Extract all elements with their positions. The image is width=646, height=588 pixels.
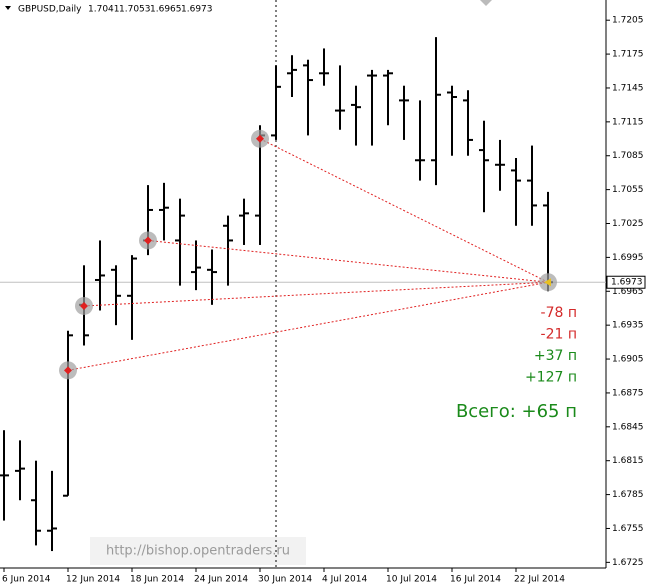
y-tick-label: 1.6785 — [612, 490, 644, 500]
x-tick-label: 24 Jun 2014 — [194, 575, 248, 585]
entry-icon — [64, 366, 72, 375]
x-tick-label: 16 Jul 2014 — [450, 575, 501, 585]
trade-line — [259, 138, 549, 283]
x-tick-label: 10 Jul 2014 — [386, 575, 437, 585]
y-tick-label: 1.7115 — [612, 117, 644, 127]
price-box-label: 1.6973 — [611, 278, 643, 288]
y-tick-label: 1.7175 — [612, 50, 644, 60]
x-tick-label: 4 Jul 2014 — [322, 575, 367, 585]
header-open: 1.7041 — [88, 5, 120, 15]
y-tick-label: 1.7205 — [612, 16, 644, 26]
watermark: http://bishop.opentraders.ru — [106, 544, 290, 559]
x-tick-label: 30 Jun 2014 — [258, 575, 312, 585]
y-tick-label: 1.7085 — [612, 151, 644, 161]
x-tick-label: 22 Jul 2014 — [514, 575, 565, 585]
y-tick-label: 1.6905 — [612, 355, 644, 365]
exit-icon — [544, 278, 551, 287]
watermark-box — [90, 537, 306, 565]
symbol: GBPUSD,Daily — [18, 5, 82, 15]
header-close: 1.6973 — [181, 5, 213, 15]
y-tick-label: 1.7025 — [612, 219, 644, 229]
y-tick-label: 1.6965 — [612, 287, 644, 297]
trade-line — [147, 239, 549, 283]
price-box — [606, 275, 646, 289]
entry-icon — [144, 236, 152, 245]
menu-marker — [5, 6, 11, 10]
y-tick-label: 1.6815 — [612, 456, 644, 466]
trade-line — [83, 281, 549, 307]
header-high: 1.7053 — [119, 5, 151, 15]
entry-icon — [80, 301, 88, 310]
trade-line — [67, 281, 549, 371]
y-tick-label: 1.6725 — [612, 558, 644, 568]
total-result: Всего: +65 п — [456, 401, 577, 422]
y-tick-label: 1.6845 — [612, 422, 644, 432]
x-tick-label: 18 Jun 2014 — [130, 575, 184, 585]
y-tick-label: 1.6935 — [612, 321, 644, 331]
trade-result: +37 п — [534, 348, 577, 364]
shift-marker — [480, 0, 492, 6]
y-tick-label: 1.6995 — [612, 253, 644, 263]
y-tick-label: 1.6755 — [612, 524, 644, 534]
x-tick-label: 12 Jun 2014 — [66, 575, 120, 585]
y-tick-label: 1.7055 — [612, 185, 644, 195]
trade-result: -21 п — [541, 327, 577, 343]
x-tick-label: 6 Jun 2014 — [2, 575, 51, 585]
trade-result: -78 п — [541, 305, 577, 321]
y-tick-label: 1.7145 — [612, 83, 644, 93]
header-low: 1.6965 — [150, 5, 182, 15]
entry-icon — [256, 134, 264, 143]
trade-result: +127 п — [525, 370, 577, 386]
y-tick-label: 1.6875 — [612, 388, 644, 398]
